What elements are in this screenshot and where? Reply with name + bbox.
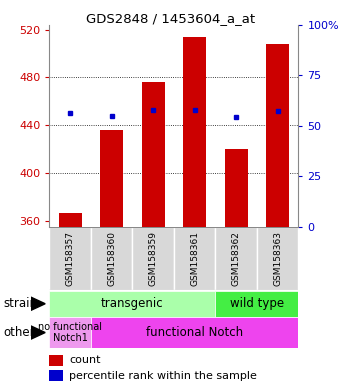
Polygon shape xyxy=(31,297,45,310)
Bar xyxy=(49,370,63,381)
Bar xyxy=(142,82,165,227)
Bar xyxy=(225,149,248,227)
Bar xyxy=(91,317,298,348)
Bar xyxy=(49,317,91,348)
Bar xyxy=(174,227,216,290)
Text: no functional
Notch1: no functional Notch1 xyxy=(38,322,102,343)
Bar xyxy=(132,227,174,290)
Bar xyxy=(216,227,257,290)
Text: functional Notch: functional Notch xyxy=(146,326,243,339)
Text: count: count xyxy=(69,356,101,366)
Polygon shape xyxy=(31,326,45,339)
Text: transgenic: transgenic xyxy=(101,297,164,310)
Bar xyxy=(59,214,81,227)
Bar xyxy=(257,227,298,290)
Text: GSM158360: GSM158360 xyxy=(107,231,116,286)
Text: other: other xyxy=(3,326,35,339)
Text: wild type: wild type xyxy=(230,297,284,310)
Bar xyxy=(91,227,132,290)
Bar xyxy=(100,130,123,227)
Text: GSM158362: GSM158362 xyxy=(232,231,241,286)
Text: GSM158363: GSM158363 xyxy=(273,231,282,286)
Text: GSM158357: GSM158357 xyxy=(66,231,75,286)
Text: GDS2848 / 1453604_a_at: GDS2848 / 1453604_a_at xyxy=(86,12,255,25)
Bar xyxy=(49,291,216,317)
Text: GSM158359: GSM158359 xyxy=(149,231,158,286)
Text: percentile rank within the sample: percentile rank within the sample xyxy=(69,371,257,381)
Bar xyxy=(49,355,63,366)
Bar xyxy=(216,291,298,317)
Bar xyxy=(183,37,206,227)
Text: GSM158361: GSM158361 xyxy=(190,231,199,286)
Bar xyxy=(266,44,289,227)
Text: strain: strain xyxy=(3,297,38,310)
Bar xyxy=(49,227,91,290)
